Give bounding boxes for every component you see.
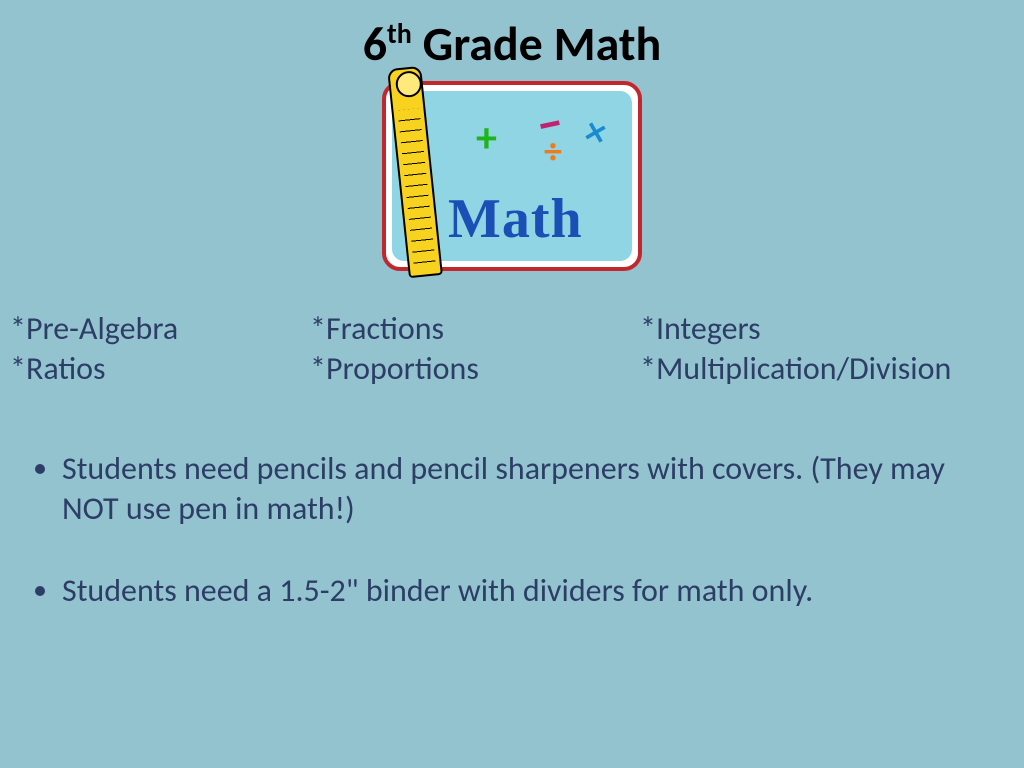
topics-grid: *Pre-Algebra *Ratios *Fractions *Proport…: [0, 271, 1024, 389]
page-title: 6th Grade Math: [0, 0, 1024, 73]
divide-icon: ÷: [544, 129, 562, 173]
list-item: Students need pencils and pencil sharpen…: [62, 449, 1004, 529]
title-sup: th: [387, 16, 412, 51]
topic-item: *Pre-Algebra: [10, 309, 310, 349]
title-num: 6: [363, 14, 387, 73]
list-item: Students need a 1.5-2" binder with divid…: [62, 571, 1004, 611]
topic-item: *Ratios: [10, 349, 310, 389]
topic-item: *Proportions: [310, 349, 640, 389]
title-rest: Grade Math: [412, 14, 662, 73]
topics-col-1: *Pre-Algebra *Ratios: [10, 309, 310, 389]
math-clipart: + – ÷ × Math: [382, 81, 642, 271]
topic-item: *Multiplication/Division: [640, 349, 1010, 389]
topics-col-3: *Integers *Multiplication/Division: [640, 309, 1010, 389]
math-word: Math: [448, 187, 583, 251]
requirements-list: Students need pencils and pencil sharpen…: [0, 389, 1024, 611]
plus-icon: +: [476, 113, 497, 164]
topics-col-2: *Fractions *Proportions: [310, 309, 640, 389]
topic-item: *Integers: [640, 309, 1010, 349]
topic-item: *Fractions: [310, 309, 640, 349]
